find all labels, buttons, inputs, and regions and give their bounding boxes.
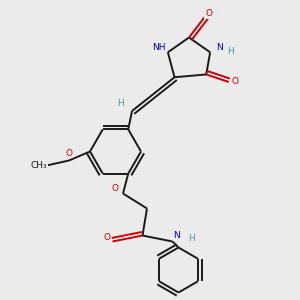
Text: O: O (65, 148, 73, 158)
Text: CH₃: CH₃ (31, 160, 47, 169)
Text: H: H (117, 99, 123, 108)
Text: O: O (103, 232, 110, 242)
Text: O: O (231, 77, 238, 86)
Text: N: N (216, 43, 223, 52)
Text: NH: NH (152, 43, 166, 52)
Text: H: H (188, 234, 194, 243)
Text: H: H (227, 47, 234, 56)
Text: N: N (174, 231, 180, 240)
Text: O: O (112, 184, 119, 193)
Text: O: O (205, 9, 212, 18)
